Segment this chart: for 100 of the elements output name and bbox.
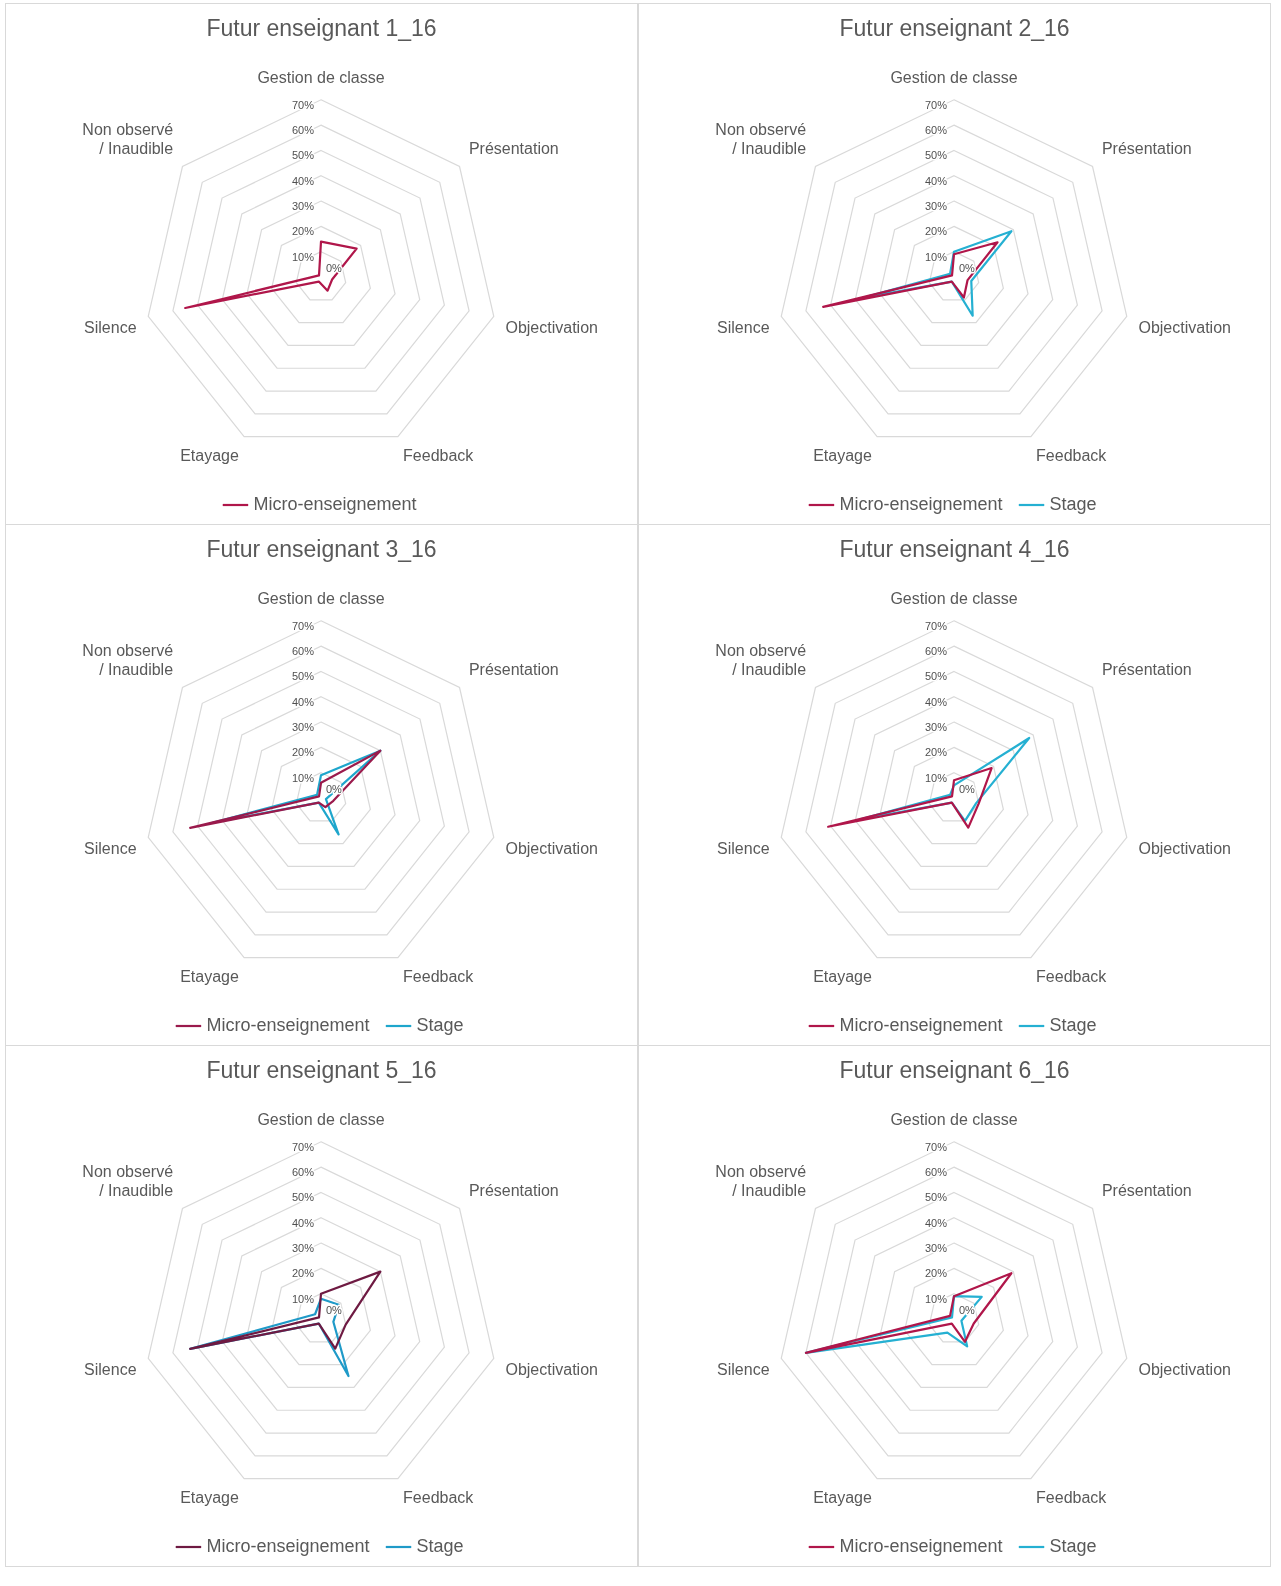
spoke-label: Objectivation xyxy=(505,319,598,337)
y-tick-label: 70% xyxy=(924,98,948,111)
chart-title: Futur enseignant 1_16 xyxy=(206,15,437,42)
y-tick-label: 40% xyxy=(291,1216,315,1229)
y-tick-label: 70% xyxy=(291,619,315,632)
y-tick-label: 60% xyxy=(924,124,948,137)
y-tick-label: 40% xyxy=(924,695,948,708)
chart-title: Futur enseignant 2_16 xyxy=(839,15,1070,42)
spoke-label: Feedback xyxy=(1036,1489,1108,1507)
spoke-label: Gestion de classe xyxy=(890,589,1018,607)
spoke-label: Non observé / Inaudible xyxy=(715,641,807,678)
y-tick-label: 30% xyxy=(924,1242,948,1255)
spoke-label: Non observé / Inaudible xyxy=(715,1162,807,1199)
y-tick-label: 50% xyxy=(291,670,315,683)
y-tick-label: 0% xyxy=(959,262,976,275)
spoke-label: Etayage xyxy=(180,968,239,986)
chart-title: Futur enseignant 5_16 xyxy=(206,1057,437,1084)
y-tick-label: 40% xyxy=(291,695,315,708)
y-tick-label: 50% xyxy=(291,1191,315,1204)
spoke-label: Objectivation xyxy=(1138,1361,1231,1379)
y-tick-label: 40% xyxy=(291,174,315,187)
spoke-label: Silence xyxy=(717,1361,770,1379)
spoke-label: Objectivation xyxy=(505,1361,598,1379)
y-tick-label: 70% xyxy=(924,619,948,632)
legend-label: Micro-enseignement xyxy=(206,1535,370,1556)
y-tick-label: 70% xyxy=(291,98,315,111)
spoke-label: Gestion de classe xyxy=(257,1110,385,1128)
spoke-label: Objectivation xyxy=(1138,319,1231,337)
y-tick-label: 10% xyxy=(291,250,315,263)
y-tick-label: 20% xyxy=(924,225,948,238)
spoke-label: Présentation xyxy=(468,1181,559,1199)
chart-title: Futur enseignant 6_16 xyxy=(839,1057,1070,1084)
legend-label: Stage xyxy=(1049,1014,1097,1035)
y-tick-label: 50% xyxy=(291,149,315,162)
spoke-label: Silence xyxy=(717,840,770,858)
y-tick-label: 60% xyxy=(291,124,315,137)
legend-label: Micro-enseignement xyxy=(839,1014,1003,1035)
y-tick-label: 50% xyxy=(924,149,948,162)
y-tick-label: 20% xyxy=(291,746,315,759)
y-tick-label: 40% xyxy=(924,1216,948,1229)
y-tick-label: 60% xyxy=(924,645,948,658)
y-tick-label: 20% xyxy=(291,225,315,238)
y-tick-label: 30% xyxy=(291,200,315,213)
spoke-label: Présentation xyxy=(468,139,559,157)
y-tick-label: 20% xyxy=(924,1267,948,1280)
spoke-label: Gestion de classe xyxy=(257,68,385,86)
y-tick-label: 60% xyxy=(924,1166,948,1179)
y-tick-label: 40% xyxy=(924,174,948,187)
spoke-label: Présentation xyxy=(1101,1181,1192,1199)
spoke-label: Silence xyxy=(84,319,137,337)
spoke-label: Silence xyxy=(717,319,770,337)
y-tick-label: 10% xyxy=(291,1292,315,1305)
y-tick-label: 60% xyxy=(291,1166,315,1179)
y-tick-label: 0% xyxy=(959,783,976,796)
legend-label: Stage xyxy=(416,1014,464,1035)
spoke-label: Gestion de classe xyxy=(890,68,1018,86)
legend-label: Micro-enseignement xyxy=(839,1535,1003,1556)
spoke-label: Feedback xyxy=(403,1489,475,1507)
y-tick-label: 10% xyxy=(924,1292,948,1305)
y-tick-label: 30% xyxy=(291,1242,315,1255)
legend-label: Micro-enseignement xyxy=(253,493,417,514)
legend-label: Micro-enseignement xyxy=(839,493,1003,514)
spoke-label: Feedback xyxy=(1036,968,1108,986)
spoke-label: Etayage xyxy=(813,447,872,465)
spoke-label: Etayage xyxy=(813,1489,872,1507)
y-tick-label: 10% xyxy=(924,250,948,263)
spoke-label: Gestion de classe xyxy=(257,589,385,607)
spoke-label: Présentation xyxy=(1101,660,1192,678)
y-tick-label: 70% xyxy=(924,1140,948,1153)
y-tick-label: 30% xyxy=(924,200,948,213)
spoke-label: Silence xyxy=(84,1361,137,1379)
spoke-label: Silence xyxy=(84,840,137,858)
spoke-label: Non observé / Inaudible xyxy=(82,1162,174,1199)
spoke-label: Non observé / Inaudible xyxy=(82,120,174,157)
y-tick-label: 20% xyxy=(924,746,948,759)
legend-label: Stage xyxy=(1049,1535,1097,1556)
spoke-label: Non observé / Inaudible xyxy=(82,641,174,678)
y-tick-label: 30% xyxy=(924,721,948,734)
spoke-label: Feedback xyxy=(1036,447,1108,465)
spoke-label: Présentation xyxy=(1101,139,1192,157)
legend-label: Stage xyxy=(1049,493,1097,514)
y-tick-label: 10% xyxy=(291,771,315,784)
legend-label: Stage xyxy=(416,1535,464,1556)
spoke-label: Présentation xyxy=(468,660,559,678)
spoke-label: Non observé / Inaudible xyxy=(715,120,807,157)
y-tick-label: 70% xyxy=(291,1140,315,1153)
y-tick-label: 60% xyxy=(291,645,315,658)
spoke-label: Objectivation xyxy=(505,840,598,858)
legend-label: Micro-enseignement xyxy=(206,1014,370,1035)
spoke-label: Feedback xyxy=(403,447,475,465)
chart-title: Futur enseignant 4_16 xyxy=(839,536,1070,563)
chart-title: Futur enseignant 3_16 xyxy=(206,536,437,563)
spoke-label: Gestion de classe xyxy=(890,1110,1018,1128)
y-tick-label: 30% xyxy=(291,721,315,734)
y-tick-label: 10% xyxy=(924,771,948,784)
spoke-label: Objectivation xyxy=(1138,840,1231,858)
spoke-label: Etayage xyxy=(180,1489,239,1507)
spoke-label: Etayage xyxy=(180,447,239,465)
y-tick-label: 50% xyxy=(924,1191,948,1204)
spoke-label: Etayage xyxy=(813,968,872,986)
